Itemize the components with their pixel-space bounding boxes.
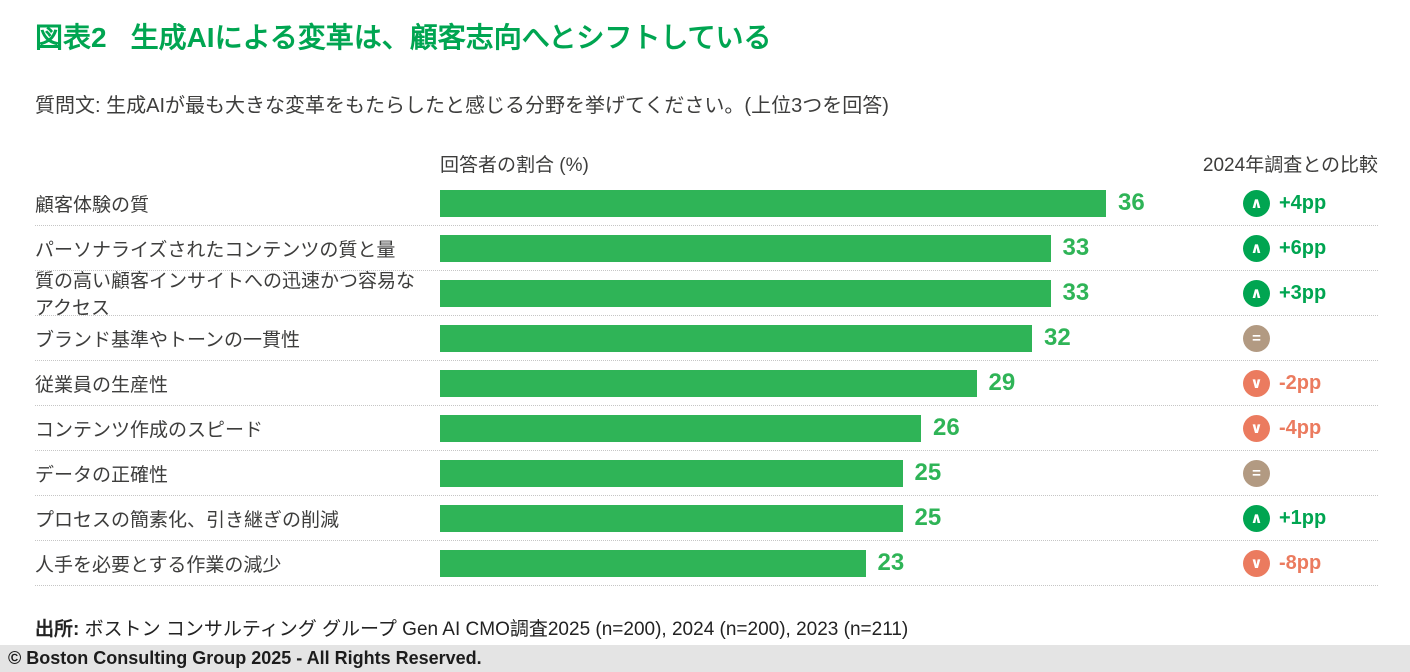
change-area: =	[1205, 459, 1375, 487]
figure-title: 図表2 生成AIによる変革は、顧客志向へとシフトしている	[35, 16, 1378, 56]
category-label: ブランド基準やトーンの一貫性	[35, 329, 301, 351]
bar	[440, 459, 903, 487]
bar-area: 23	[440, 549, 1205, 577]
change-indicator: ∧	[1243, 234, 1270, 262]
bar-area: 32	[440, 324, 1205, 352]
question-text: 質問文: 生成AIが最も大きな変革をもたらしたと感じる分野を挙げてください。(上…	[35, 95, 889, 117]
chevron-down-icon: ∨	[1250, 375, 1263, 392]
change-area: =	[1205, 324, 1375, 352]
bar	[440, 234, 1051, 262]
source-note: 出所: ボストン コンサルティング グループ Gen AI CMO調査2025 …	[35, 614, 1378, 641]
change-indicator: ∨	[1243, 414, 1270, 442]
chart-row: 従業員の生産性 29 ∨ -2pp	[35, 361, 1378, 406]
bar	[440, 369, 977, 397]
bar-value: 32	[1044, 324, 1071, 351]
bar-value: 25	[914, 504, 942, 531]
bar	[440, 189, 1106, 217]
figure-page: 図表2 生成AIによる変革は、顧客志向へとシフトしている 質問文: 生成AIが最も…	[35, 16, 1378, 641]
copyright-text: © Boston Consulting Group 2025 - All Rig…	[8, 648, 482, 668]
change-area: ∧ +1pp	[1205, 504, 1375, 532]
bar-value: 25	[914, 459, 942, 486]
chevron-down-icon: ∨	[1250, 420, 1263, 437]
equals-icon: =	[1252, 464, 1261, 482]
bar	[440, 279, 1051, 307]
change-indicator: ∧	[1243, 279, 1270, 307]
change-value: -4pp	[1279, 416, 1322, 439]
figure-number: 図表2	[35, 22, 107, 53]
figure-title-text: 生成AIによる変革は、顧客志向へとシフトしている	[130, 22, 772, 53]
change-value: -2pp	[1279, 371, 1322, 394]
chevron-up-icon: ∧	[1250, 285, 1263, 302]
change-area: ∧ +6pp	[1205, 234, 1375, 262]
chevron-down-icon: ∨	[1250, 555, 1263, 572]
bar-area: 29	[440, 369, 1205, 397]
change-value: -8pp	[1279, 551, 1322, 574]
change-indicator: ∧	[1243, 504, 1270, 532]
bar-value: 29	[988, 369, 1016, 396]
change-area: ∧ +3pp	[1205, 279, 1375, 307]
copyright-bar: © Boston Consulting Group 2025 - All Rig…	[0, 645, 1410, 672]
chart-row: パーソナライズされたコンテンツの質と量 33 ∧ +6pp	[35, 226, 1378, 271]
change-value: +6pp	[1279, 236, 1327, 259]
bar-area: 26	[440, 414, 1205, 442]
change-indicator: ∨	[1243, 369, 1270, 397]
change-value: +3pp	[1279, 281, 1327, 304]
category-label: プロセスの簡素化、引き継ぎの削減	[35, 509, 340, 531]
bar-column-header: 回答者の割合 (%)	[440, 155, 589, 176]
category-label: 人手を必要とする作業の減少	[35, 554, 282, 576]
change-indicator: =	[1243, 324, 1270, 352]
chart-row: ブランド基準やトーンの一貫性 32 =	[35, 316, 1378, 361]
source-text: ボストン コンサルティング グループ Gen AI CMO調査2025 (n=2…	[84, 619, 909, 640]
change-indicator: ∧	[1243, 189, 1270, 217]
bar-value: 26	[933, 414, 960, 441]
category-label: 従業員の生産性	[35, 374, 169, 396]
equals-icon: =	[1252, 329, 1261, 347]
label-column-spacer	[35, 150, 440, 177]
bar-value: 23	[877, 549, 905, 576]
category-label: 顧客体験の質	[35, 194, 150, 216]
change-area: ∨ -4pp	[1205, 414, 1375, 442]
bar	[440, 324, 1032, 352]
category-label: 質の高い顧客インサイトへの迅速かつ容易なアクセス	[35, 271, 416, 319]
chevron-up-icon: ∧	[1250, 195, 1263, 212]
change-indicator: =	[1243, 459, 1270, 487]
bar-chart: 顧客体験の質 36 ∧ +4pp パーソナライズされたコンテンツの質と量 33 …	[35, 181, 1378, 586]
bar-area: 33	[440, 234, 1205, 262]
chart-row: データの正確性 25 =	[35, 451, 1378, 496]
category-label: コンテンツ作成のスピード	[35, 419, 264, 441]
chevron-up-icon: ∧	[1250, 240, 1263, 257]
change-value: +1pp	[1279, 506, 1327, 529]
bar	[440, 414, 921, 442]
comparison-column-header: 2024年調査との比較	[1202, 155, 1378, 176]
bar-area: 25	[440, 504, 1205, 532]
chart-row: 人手を必要とする作業の減少 23 ∨ -8pp	[35, 541, 1378, 586]
bar-area: 33	[440, 279, 1205, 307]
bar-area: 36	[440, 189, 1205, 217]
chart-row: プロセスの簡素化、引き継ぎの削減 25 ∧ +1pp	[35, 496, 1378, 541]
chart-row: 顧客体験の質 36 ∧ +4pp	[35, 181, 1378, 226]
bar-area: 25	[440, 459, 1205, 487]
category-label: データの正確性	[35, 464, 169, 486]
chart-row: コンテンツ作成のスピード 26 ∨ -4pp	[35, 406, 1378, 451]
column-headers: 回答者の割合 (%) 2024年調査との比較	[35, 150, 1378, 177]
change-area: ∧ +4pp	[1205, 189, 1375, 217]
chevron-up-icon: ∧	[1250, 510, 1263, 527]
bar-value: 33	[1062, 234, 1090, 261]
bar-value: 33	[1062, 279, 1090, 306]
change-indicator: ∨	[1243, 549, 1270, 577]
bar	[440, 504, 903, 532]
change-area: ∨ -2pp	[1205, 369, 1375, 397]
bar	[440, 549, 866, 577]
category-label: パーソナライズされたコンテンツの質と量	[35, 239, 396, 261]
chart-row: 質の高い顧客インサイトへの迅速かつ容易なアクセス 33 ∧ +3pp	[35, 271, 1378, 319]
change-area: ∨ -8pp	[1205, 549, 1375, 577]
change-value: +4pp	[1279, 191, 1327, 214]
source-label: 出所:	[35, 619, 80, 640]
bar-value: 36	[1118, 189, 1145, 216]
